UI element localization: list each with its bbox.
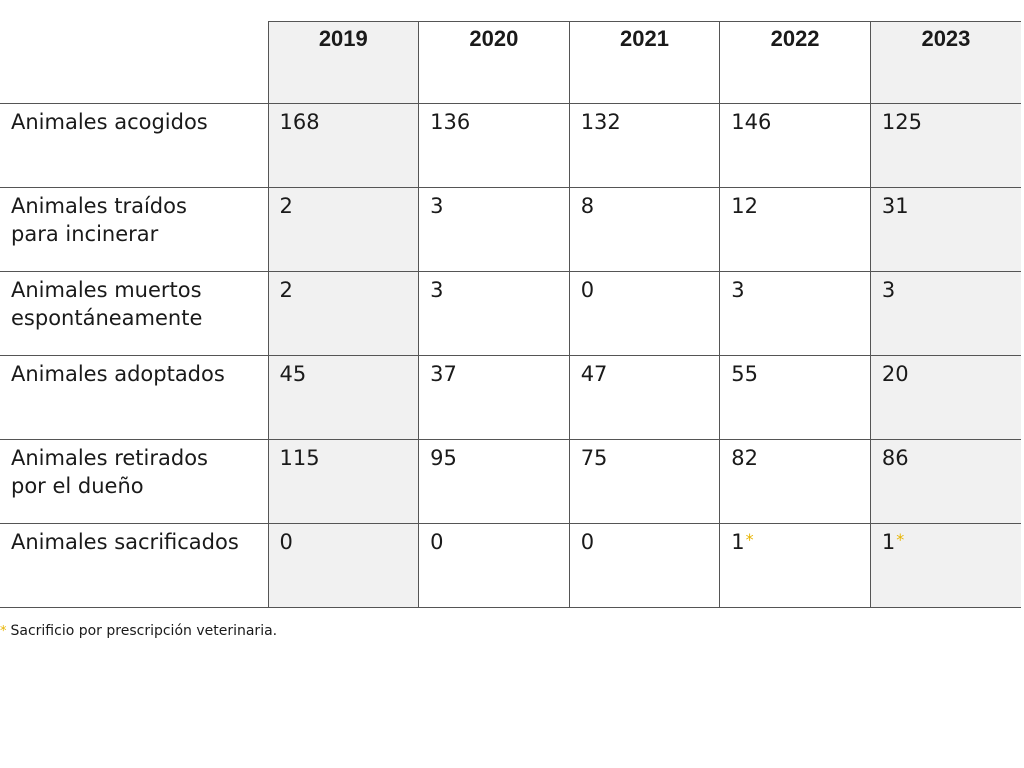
value-cell-2023: 31 <box>869 187 1021 272</box>
cell-value: 0 <box>430 530 444 554</box>
value-cell-2022: 146 <box>719 103 871 188</box>
value-cell-2022: 55 <box>719 355 871 440</box>
row-label: Animales traídos para incinerar <box>0 187 269 272</box>
cell-value: 86 <box>881 446 909 470</box>
cell-value: 45 <box>279 362 307 386</box>
row-label: Animales retirados por el dueño <box>0 439 269 524</box>
header-corner-cell <box>0 21 269 104</box>
value-cell-2022: 82 <box>719 439 871 524</box>
table-row: Animales muertos espontáneamente 2 3 0 3 3 <box>0 271 1021 356</box>
table-row: Animales sacrificados 0 0 0 1* 1* <box>0 523 1021 608</box>
cell-value: 2 <box>279 194 293 218</box>
asterisk-marker: * <box>745 530 754 549</box>
value-cell-2021: 0 <box>568 523 721 608</box>
year-header-2020: 2020 <box>418 21 570 104</box>
cell-value: 136 <box>430 110 471 134</box>
value-cell-2021: 75 <box>568 439 721 524</box>
value-cell-2019: 0 <box>267 523 420 608</box>
table-row: Animales adoptados 45 37 47 55 20 <box>0 355 1021 440</box>
cell-value: 3 <box>731 278 745 302</box>
cell-value: 115 <box>279 446 320 470</box>
cell-value: 82 <box>731 446 759 470</box>
year-header-2023: 2023 <box>869 21 1021 104</box>
row-label: Animales acogidos <box>0 103 269 188</box>
table-body: Animales acogidos 168 136 132 146 125 Animales… <box>0 103 1021 608</box>
cell-value: 3 <box>430 194 444 218</box>
cell-value: 0 <box>580 278 595 302</box>
cell-value: 37 <box>430 362 457 386</box>
cell-value: 95 <box>430 446 457 470</box>
cell-value: 55 <box>731 362 759 386</box>
cell-value: 31 <box>881 194 909 218</box>
row-label: Animales sacrificados <box>0 523 269 608</box>
value-cell-2019: 115 <box>267 439 420 524</box>
value-cell-2023: 3 <box>869 271 1021 356</box>
value-cell-2020: 0 <box>418 523 570 608</box>
cell-value: 125 <box>881 110 922 134</box>
cell-value: 168 <box>279 110 320 134</box>
value-cell-2022: 3 <box>719 271 871 356</box>
cell-value: 3 <box>881 278 896 302</box>
value-cell-2021: 0 <box>568 271 721 356</box>
footnote: * Sacrificio por prescripción veterinaria… <box>0 623 277 641</box>
value-cell-2023: 20 <box>869 355 1021 440</box>
value-cell-2022: 1* <box>719 523 871 608</box>
statistics-table: 2019 2020 2021 2022 2023 Animales acogid… <box>0 21 1021 608</box>
value-cell-2020: 95 <box>418 439 570 524</box>
table-row: Animales traídos para incinerar 2 3 8 12 31 <box>0 187 1021 272</box>
table-header: 2019 2020 2021 2022 2023 <box>0 21 1021 104</box>
year-header-2019: 2019 <box>267 21 420 104</box>
value-cell-2019: 2 <box>267 187 420 272</box>
value-cell-2023: 125 <box>869 103 1021 188</box>
cell-value: 75 <box>580 446 608 470</box>
asterisk-marker: * <box>896 530 905 549</box>
cell-value: 12 <box>731 194 759 218</box>
cell-value: 132 <box>580 110 621 134</box>
value-cell-2023: 86 <box>869 439 1021 524</box>
value-cell-2020: 3 <box>418 187 570 272</box>
cell-value: 0 <box>279 530 293 554</box>
value-cell-2019: 2 <box>267 271 420 356</box>
year-header-2021: 2021 <box>568 21 721 104</box>
table-row: Animales retirados por el dueño 115 95 75 82… <box>0 439 1021 524</box>
cell-value: 0 <box>580 530 595 554</box>
value-cell-2019: 168 <box>267 103 420 188</box>
footnote-asterisk: * <box>0 624 7 639</box>
cell-value: 146 <box>731 110 772 134</box>
year-header-2022: 2022 <box>719 21 871 104</box>
value-cell-2021: 132 <box>568 103 721 188</box>
cell-value: 20 <box>881 362 909 386</box>
cell-value: 2 <box>279 278 293 302</box>
cell-value: 1 <box>731 530 745 554</box>
footnote-text: Sacrificio por prescripción veterinaria. <box>10 623 278 639</box>
value-cell-2022: 12 <box>719 187 871 272</box>
cell-value: 47 <box>580 362 608 386</box>
value-cell-2021: 8 <box>568 187 721 272</box>
cell-value: 3 <box>430 278 444 302</box>
value-cell-2019: 45 <box>267 355 420 440</box>
value-cell-2020: 37 <box>418 355 570 440</box>
value-cell-2020: 3 <box>418 271 570 356</box>
value-cell-2021: 47 <box>568 355 721 440</box>
table-row: Animales acogidos 168 136 132 146 125 <box>0 103 1021 188</box>
row-label: Animales muertos espontáneamente <box>0 271 269 356</box>
header-row: 2019 2020 2021 2022 2023 <box>0 21 1021 104</box>
cell-value: 8 <box>580 194 595 218</box>
row-label: Animales adoptados <box>0 355 269 440</box>
value-cell-2020: 136 <box>418 103 570 188</box>
value-cell-2023: 1* <box>869 523 1021 608</box>
cell-value: 1 <box>881 530 896 554</box>
